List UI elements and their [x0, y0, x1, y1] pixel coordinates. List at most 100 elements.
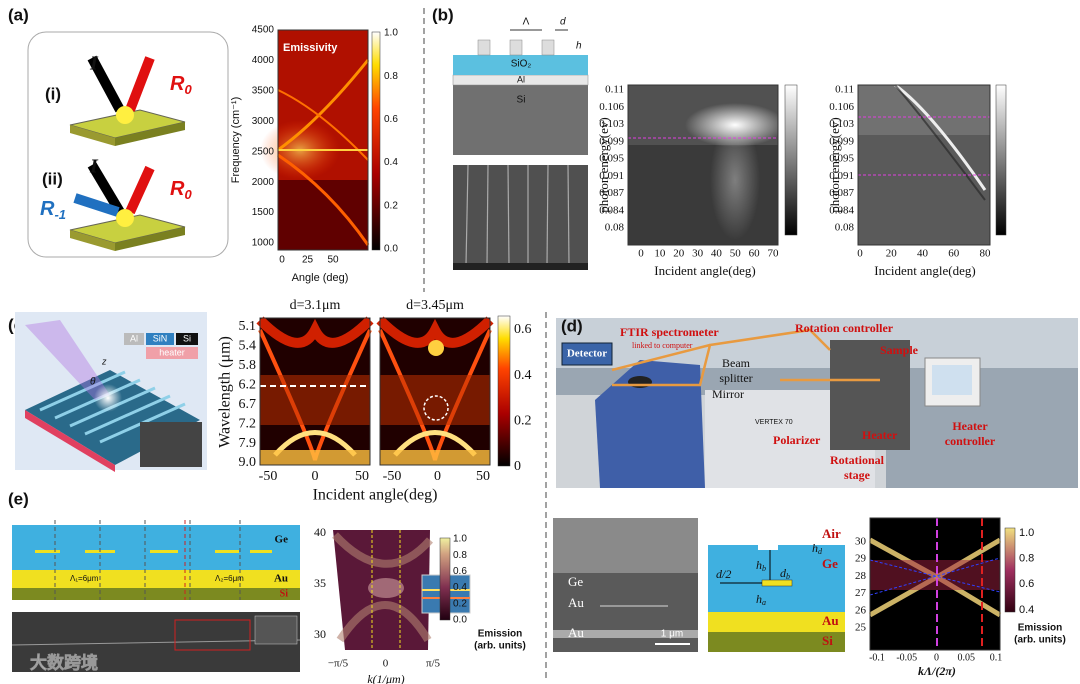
- y-tick-label: 0.095: [829, 153, 854, 165]
- y-tick-label: 1000: [252, 238, 275, 249]
- y-tick-label: 6.7: [239, 397, 257, 412]
- legend-label: Si: [183, 333, 191, 343]
- symbol-sub: 0: [184, 82, 192, 97]
- inset-label: (i): [45, 84, 61, 103]
- colorbar-tick-label: 1.0: [384, 28, 398, 39]
- layer-label: Si: [822, 633, 833, 648]
- y-tick-label: 0.08: [835, 222, 855, 234]
- x-tick-label: 0: [279, 255, 285, 266]
- scale-label: 1 μm: [661, 629, 683, 640]
- colorbar-tick-label: 0.8: [384, 71, 398, 82]
- dim-label: Λ₁=6μm: [70, 574, 99, 583]
- dim-label: d/2: [716, 567, 731, 581]
- y-tick-label: 5.1: [239, 319, 257, 334]
- dim-label: hd: [812, 541, 823, 556]
- panel-label: (e): [8, 489, 29, 508]
- layer-schematic: [452, 29, 589, 155]
- y-tick-label: 0.084: [599, 204, 624, 216]
- y-axis-label: photon energy(ev): [827, 117, 842, 212]
- photo-label: Detector: [567, 348, 607, 360]
- dim-label: db: [780, 566, 790, 581]
- colorbar: [1004, 527, 1016, 613]
- photo-label: linked to computer: [632, 341, 693, 350]
- colorbar-tick-label: 0.4: [384, 157, 398, 168]
- colorbar: [784, 84, 798, 236]
- setup-photo: [556, 318, 1078, 488]
- y-tick-label: 40: [314, 525, 326, 539]
- layer-label: SiO₂: [511, 59, 532, 70]
- colorbar-tick-label: 0.4: [453, 582, 467, 593]
- colorbar-label: Emission: [1018, 623, 1062, 634]
- dim-base: h: [756, 592, 762, 606]
- layer-label: Si: [517, 95, 526, 106]
- y-tick-label: 2500: [252, 146, 275, 157]
- x-axis-label: k(1/μm): [367, 672, 404, 684]
- x-tick-label: 0: [312, 469, 319, 484]
- x-tick-label: 60: [948, 248, 960, 260]
- colorbar-tick-label: 1.0: [1019, 527, 1034, 539]
- colorbar-tick-label: 0.0: [384, 244, 398, 255]
- x-tick-label: 20: [673, 248, 685, 260]
- y-tick-label: 0.091: [599, 170, 624, 182]
- x-tick-label: -0.1: [869, 652, 885, 663]
- watermark: 大数跨境: [30, 652, 98, 672]
- dim-sub: d: [818, 547, 823, 556]
- photo-label: splitter: [719, 371, 752, 385]
- plot-title: Emissivity: [283, 42, 338, 54]
- y-tick-label: 9.0: [239, 455, 257, 470]
- dim-label: hb: [756, 558, 766, 573]
- layer-label: Air: [822, 526, 841, 541]
- legend-label: heater: [159, 347, 185, 357]
- y-tick-label: 25: [855, 622, 867, 634]
- x-tick-label: 0: [638, 248, 644, 260]
- layer-label: Ge: [275, 534, 289, 546]
- symbol: z: [101, 356, 107, 366]
- dim-sub: b: [762, 564, 766, 573]
- colorbar-label: Emission: [478, 629, 522, 640]
- x-tick-label: 80: [980, 248, 992, 260]
- colorbar-tick-label: 0.8: [453, 550, 467, 561]
- y-tick-label: 0.08: [605, 222, 625, 234]
- layer-label: Ge: [822, 556, 838, 571]
- panel-label: (b): [432, 5, 454, 24]
- heatmap: [857, 83, 991, 246]
- dim-label: Λ: [523, 17, 530, 28]
- y-tick-label: 0.11: [605, 84, 624, 96]
- colorbar-tick-label: 0.6: [514, 322, 532, 337]
- y-tick-label: 1500: [252, 207, 275, 218]
- dim-base: h: [756, 558, 762, 572]
- x-tick-label: 50: [730, 248, 742, 260]
- x-tick-label: 60: [749, 248, 761, 260]
- colorbar-label: (arb. units): [474, 641, 526, 652]
- y-tick-label: 2000: [252, 177, 275, 188]
- y-tick-label: 3500: [252, 85, 275, 96]
- sem-image: [453, 164, 588, 270]
- colorbar-tick-label: 0.2: [514, 414, 532, 429]
- x-axis-label: Incident angle(deg): [654, 263, 755, 278]
- symbol-base: R: [170, 73, 185, 95]
- photo-label: Heater: [862, 428, 898, 442]
- y-tick-label: 6.2: [239, 378, 257, 393]
- y-axis-label: photon energy(ev): [596, 117, 611, 212]
- x-tick-label: 0: [934, 652, 939, 663]
- layer-label: Au: [568, 625, 584, 640]
- layer-label: Al: [517, 74, 525, 84]
- y-tick-label: 7.9: [239, 436, 257, 451]
- dim-label: Λ₂=6μm: [215, 574, 244, 583]
- y-tick-label: 0.087: [599, 187, 624, 199]
- photo-label: Sample: [880, 343, 919, 357]
- symbol: I: [89, 156, 99, 178]
- x-tick-label: -50: [383, 469, 402, 484]
- layer-label: Au: [568, 595, 584, 610]
- y-tick-label: 0.091: [829, 170, 854, 182]
- colorbar-tick-label: 0.6: [1019, 578, 1034, 590]
- symbol-base: R: [170, 178, 185, 200]
- x-axis-label: Incident angle(deg): [874, 263, 975, 278]
- inset-schematic: [69, 55, 186, 251]
- photo-label: controller: [945, 434, 996, 448]
- x-tick-label: 0: [383, 658, 389, 670]
- dim-label: ha: [756, 592, 766, 607]
- y-tick-label: 0.11: [835, 84, 854, 96]
- x-tick-label: 20: [886, 248, 898, 260]
